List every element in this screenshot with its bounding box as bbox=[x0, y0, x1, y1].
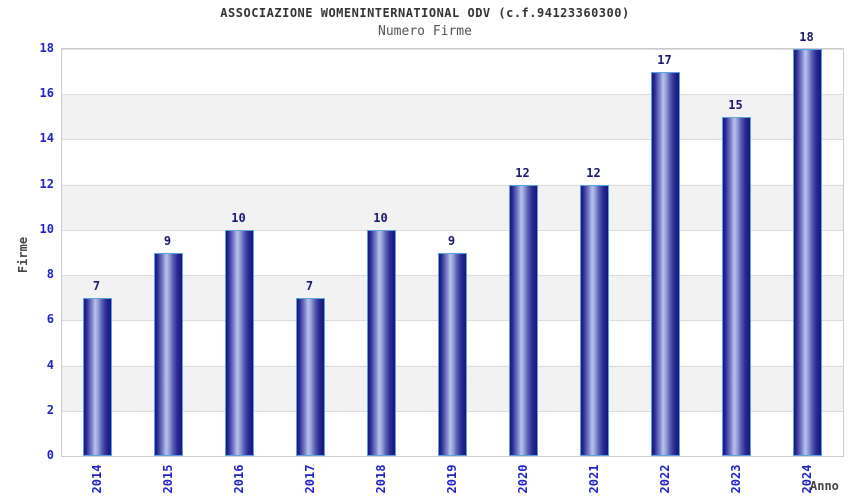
bar-2023 bbox=[722, 116, 751, 456]
gridline bbox=[62, 49, 843, 50]
bar-value-label: 9 bbox=[447, 233, 456, 248]
bar-value-label: 9 bbox=[163, 233, 172, 248]
x-tick-label: 2020 bbox=[515, 464, 530, 494]
bar-value-label: 7 bbox=[92, 278, 101, 293]
bar-2017 bbox=[296, 297, 325, 456]
gridline bbox=[62, 94, 843, 96]
y-tick-label: 12 bbox=[39, 176, 54, 191]
gridline bbox=[62, 229, 843, 231]
x-tick-label: 2019 bbox=[444, 464, 459, 494]
bar-value-label: 10 bbox=[231, 210, 246, 225]
y-tick-label: 6 bbox=[46, 312, 54, 327]
bar-2015 bbox=[154, 252, 183, 456]
x-tick-label: 2016 bbox=[231, 464, 246, 494]
bar-value-label: 17 bbox=[657, 52, 672, 67]
bar-2018 bbox=[367, 229, 396, 456]
x-tick-label: 2015 bbox=[160, 464, 175, 494]
x-tick-label: 2014 bbox=[89, 464, 104, 494]
x-tick-label: 2018 bbox=[373, 464, 388, 494]
bar-2016 bbox=[225, 229, 254, 456]
bar-value-label: 15 bbox=[728, 97, 743, 112]
x-tick-label: 2017 bbox=[302, 464, 317, 494]
x-tick-label: 2021 bbox=[586, 464, 601, 494]
bar-2021 bbox=[580, 184, 609, 456]
chart-subtitle: Numero Firme bbox=[378, 24, 472, 39]
bar-2014 bbox=[83, 297, 112, 456]
gridline bbox=[62, 184, 843, 186]
bar-value-label: 12 bbox=[515, 165, 530, 180]
y-tick-label: 10 bbox=[39, 221, 54, 236]
y-tick-label: 14 bbox=[39, 131, 54, 146]
bar-value-label: 10 bbox=[373, 210, 388, 225]
y-tick-label: 18 bbox=[39, 41, 54, 55]
bar-2020 bbox=[509, 184, 538, 456]
chart-title: ASSOCIAZIONE WOMENINTERNATIONAL ODV (c.f… bbox=[220, 6, 630, 20]
bar-value-label: 7 bbox=[305, 278, 314, 293]
plot-area bbox=[61, 48, 844, 457]
bar-value-label: 18 bbox=[799, 30, 814, 44]
gridline bbox=[62, 139, 843, 141]
bar-2019 bbox=[438, 252, 467, 456]
bar-2022 bbox=[651, 71, 680, 456]
bar-2024 bbox=[793, 49, 822, 456]
y-tick-label: 16 bbox=[39, 86, 54, 101]
x-tick-label: 2023 bbox=[728, 464, 743, 494]
y-tick-label: 8 bbox=[46, 267, 54, 282]
y-tick-label: 4 bbox=[46, 357, 54, 372]
y-tick-label: 2 bbox=[46, 402, 54, 417]
bar-value-label: 12 bbox=[586, 165, 601, 180]
y-tick-label: 0 bbox=[46, 448, 54, 462]
x-axis-label: Anno bbox=[810, 479, 839, 493]
x-tick-label: 2022 bbox=[657, 464, 672, 494]
